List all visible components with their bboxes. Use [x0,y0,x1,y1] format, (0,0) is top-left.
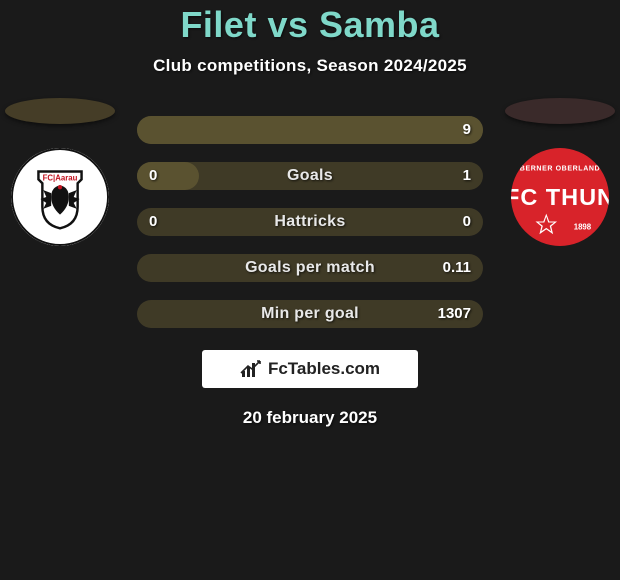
right-side: BERNER OBERLAND FC THUN 1898 [500,98,620,246]
club-badge-right: BERNER OBERLAND FC THUN 1898 [511,148,609,246]
bar-chart-icon [240,359,262,379]
stat-value-right: 0 [463,208,471,236]
stat-label: Min per goal [261,305,359,323]
svg-text:FC THUN: FC THUN [511,184,609,210]
stat-value-left: 0 [149,162,157,190]
club-crest-left-icon: FC|Aarau [11,148,109,246]
stat-row: Goals per match 0.11 [137,254,483,282]
stat-value-right: 1307 [438,300,471,328]
svg-text:FC|Aarau: FC|Aarau [43,173,78,182]
row-fill-left [137,162,199,190]
club-badge-left: FC|Aarau [11,148,109,246]
stat-value-right: 0.11 [443,254,471,282]
stat-rows: Matches9 Goals 0 1 Hattricks 0 0 Goals per matc… [137,116,483,328]
stat-row: Goals 0 1 [137,162,483,190]
ellipse-shadow-left [5,98,115,124]
ellipse-shadow-right [505,98,615,124]
stat-row: Hattricks 0 0 [137,208,483,236]
stat-value-left: 0 [149,208,157,236]
comparison-card: Filet vs Samba Club competitions, Season… [0,0,620,428]
watermark[interactable]: FcTables.com [202,350,418,388]
page-title: Filet vs Samba [0,0,620,46]
title-vs: vs [257,4,319,45]
stat-row: Matches9 [137,116,483,144]
watermark-text: FcTables.com [268,359,380,379]
footer-date: 20 february 2025 [0,408,620,428]
stat-label: Goals [287,167,333,185]
stat-label: Hattricks [274,213,345,231]
left-side: FC|Aarau [0,98,120,246]
stat-value-right: 9 [463,116,471,144]
stat-value-right: 1 [463,162,471,190]
stat-label: Goals per match [245,259,375,277]
stat-row: Min per goal 1307 [137,300,483,328]
club-crest-right-icon: BERNER OBERLAND FC THUN 1898 [511,148,609,246]
row-fill-right [137,116,483,144]
svg-text:1898: 1898 [574,222,592,231]
stats-area: FC|Aarau BERNER OBERLAND FC THUN [0,116,620,328]
title-player-right: Samba [319,4,440,45]
title-player-left: Filet [180,4,257,45]
svg-text:BERNER OBERLAND: BERNER OBERLAND [520,166,600,173]
subtitle: Club competitions, Season 2024/2025 [0,56,620,76]
